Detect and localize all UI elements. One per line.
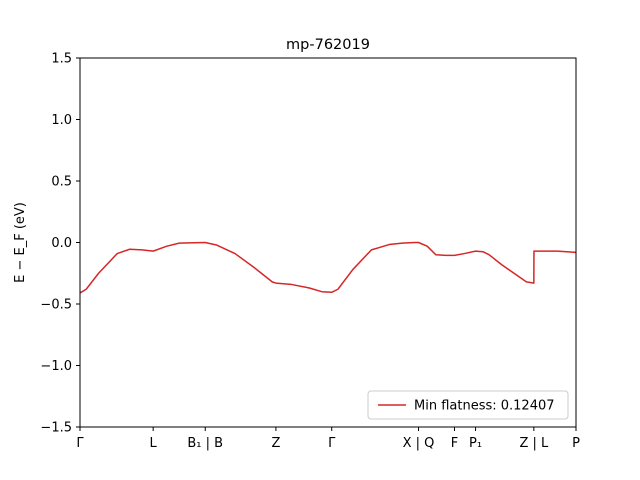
legend-box	[367, 390, 569, 420]
y-tick-label: −1.5	[40, 421, 72, 436]
chart-title: mp-762019	[286, 37, 370, 53]
x-tick-label: F	[451, 436, 458, 451]
series-line-0	[79, 241, 577, 294]
legend: Min flatness: 0.12407	[367, 390, 569, 420]
y-tick-label: 1.0	[51, 113, 72, 128]
y-tick-label: −0.5	[40, 298, 72, 313]
x-tick-label: P₁	[469, 436, 482, 451]
y-axis: −1.5 −1.0 −0.5 0.0 0.5 1.0 1.5	[40, 52, 80, 436]
x-tick-label: B₁ | B	[187, 436, 223, 451]
legend-entry-label: Min flatness: 0.12407	[414, 399, 555, 414]
x-tick-label: Z | L	[519, 436, 549, 451]
y-tick-label: 0.5	[51, 175, 72, 190]
x-tick-label: Γ	[76, 436, 84, 451]
x-tick-label: L	[150, 436, 158, 451]
x-tick-label: Z	[271, 436, 280, 451]
x-tick-label: X | Q	[403, 436, 435, 451]
y-tick-label: 1.5	[51, 52, 72, 67]
x-tick-label: Γ	[328, 436, 336, 451]
x-axis: Γ L B₁ | B Z Γ X | Q F P₁ Z | L P	[76, 427, 580, 451]
x-tick-label: P	[572, 436, 580, 451]
y-tick-label: −1.0	[40, 359, 72, 374]
y-tick-label: 0.0	[51, 236, 72, 251]
y-axis-label: E − E_F (eV)	[13, 202, 28, 283]
